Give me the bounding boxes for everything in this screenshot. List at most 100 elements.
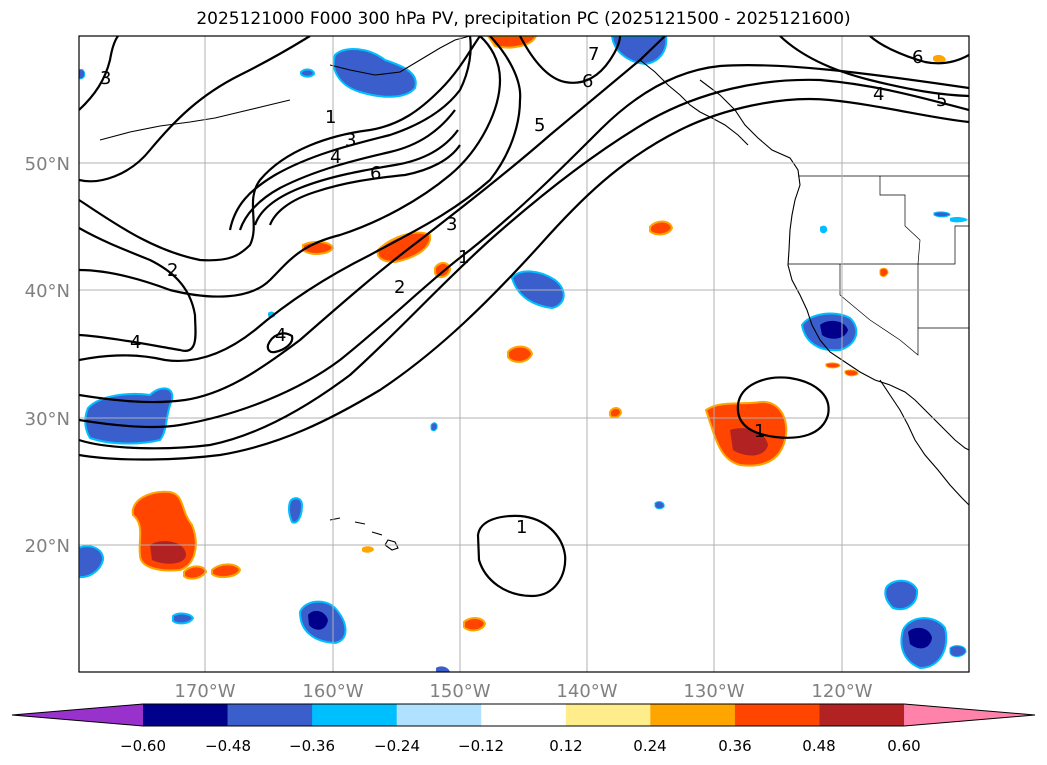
precip-blob (430, 422, 438, 432)
lon-label: 150°W (429, 681, 490, 702)
precip-blob (649, 220, 674, 236)
precip-blob (79, 545, 104, 579)
precip-positive-anomalies (131, 36, 946, 632)
precip-blob (436, 666, 450, 672)
contour-label: 7 (588, 44, 599, 65)
colorbar-tick-label: 0.36 (718, 737, 751, 755)
pv-contour (79, 227, 197, 352)
contour-label: 5 (936, 90, 947, 111)
contour-label: 2 (394, 277, 405, 298)
precip-blob (183, 565, 208, 580)
precip-blob (933, 54, 946, 63)
precip-blob (463, 617, 487, 632)
precip-blob (949, 645, 967, 658)
precip-blob (933, 211, 951, 218)
precip-blob (844, 369, 859, 377)
precip-blob (825, 362, 841, 369)
pv-contour (79, 36, 502, 298)
lat-label: 40°N (25, 281, 70, 302)
latitude-labels: 50°N 40°N 30°N 20°N (25, 154, 70, 557)
contour-label: 6 (582, 71, 593, 92)
colorbar-tick-label: 0.48 (802, 737, 835, 755)
pv-contour (779, 36, 969, 98)
pv-contour (519, 36, 622, 84)
precip-blob (908, 627, 932, 649)
precip-blob (376, 231, 432, 264)
lon-label: 120°W (811, 681, 872, 702)
coastline-alaska-panhandle (639, 59, 749, 146)
colorbar-tick-label: −0.48 (205, 737, 251, 755)
coastlines (99, 36, 969, 551)
map-frame (78, 35, 970, 673)
colorbar-segment (227, 704, 313, 726)
pv-contour (79, 36, 666, 404)
contour-label: 4 (330, 147, 341, 168)
pv-contour-closed (476, 514, 567, 598)
contour-label: 1 (325, 107, 336, 128)
pv-contour (79, 64, 969, 429)
contour-label: 6 (370, 163, 381, 184)
contour-label: 5 (534, 115, 545, 136)
precip-blob (654, 501, 665, 510)
colorbar-segment (565, 704, 651, 726)
contour-label: 2 (167, 260, 178, 281)
contour-label: 4 (873, 84, 884, 105)
precip-blob (434, 262, 452, 279)
pv-contour (79, 78, 969, 450)
contour-label: 3 (446, 214, 457, 235)
coastline-baja (879, 379, 969, 506)
precip-blob (308, 610, 328, 630)
colorbar-segment (396, 704, 482, 726)
colorbar-segment (734, 704, 821, 726)
precip-blob (820, 225, 828, 234)
state-border (788, 225, 969, 265)
precip-blob (332, 48, 417, 98)
contour-label: 6 (912, 47, 923, 68)
pv-contour (79, 97, 969, 461)
lon-label: 160°W (302, 681, 363, 702)
map-plot-area: 3 1 3 4 6 2 4 4 2 3 1 5 6 7 4 5 6 1 1 (79, 36, 969, 672)
pv-contour (79, 36, 481, 262)
contour-label: 1 (458, 247, 469, 268)
figure-title: 2025121000 F000 300 hPa PV, precipitatio… (196, 9, 851, 29)
precip-blob (362, 546, 374, 553)
colorbar-segment (312, 704, 398, 726)
colorbar-tick-label: 0.24 (633, 737, 666, 755)
pv-contour (268, 144, 461, 226)
precip-blob (609, 407, 623, 419)
graticule (79, 36, 969, 672)
precip-blob (300, 68, 316, 78)
colorbar-segment (819, 704, 905, 726)
precip-blob (507, 345, 534, 363)
coastline-aleutians (99, 99, 291, 141)
colorbar-extend-max (904, 704, 1035, 726)
colorbar-segment (650, 704, 736, 726)
hawaii-islands (329, 517, 399, 551)
precip-blob (84, 387, 174, 445)
colorbar-outline (11, 703, 1036, 727)
longitude-labels: 170°W 160°W 150°W 140°W 130°W 120°W (174, 681, 872, 702)
precip-blob (610, 36, 668, 66)
colorbar-tick-label: 0.60 (887, 737, 920, 755)
contour-label: 3 (345, 130, 356, 151)
precip-blob (172, 612, 195, 625)
colorbar-segment (481, 704, 567, 726)
colorbar-tick-label: −0.12 (458, 737, 504, 755)
pv-contour (79, 36, 119, 111)
pv-contour (79, 36, 311, 183)
pv-contour (253, 129, 459, 226)
state-border (879, 176, 921, 265)
colorbar-tick-label: −0.36 (289, 737, 335, 755)
colorbar (11, 703, 1036, 727)
pv-contour (228, 36, 472, 231)
precip-blob (79, 69, 86, 80)
precip-blob (287, 497, 304, 524)
lat-label: 30°N (25, 409, 70, 430)
coastline-north-america (699, 79, 969, 451)
precip-blob (211, 563, 242, 579)
colorbar-segment (143, 704, 229, 726)
precip-blob (950, 216, 968, 223)
contour-label: 1 (516, 517, 527, 538)
pv-contour (79, 36, 522, 362)
